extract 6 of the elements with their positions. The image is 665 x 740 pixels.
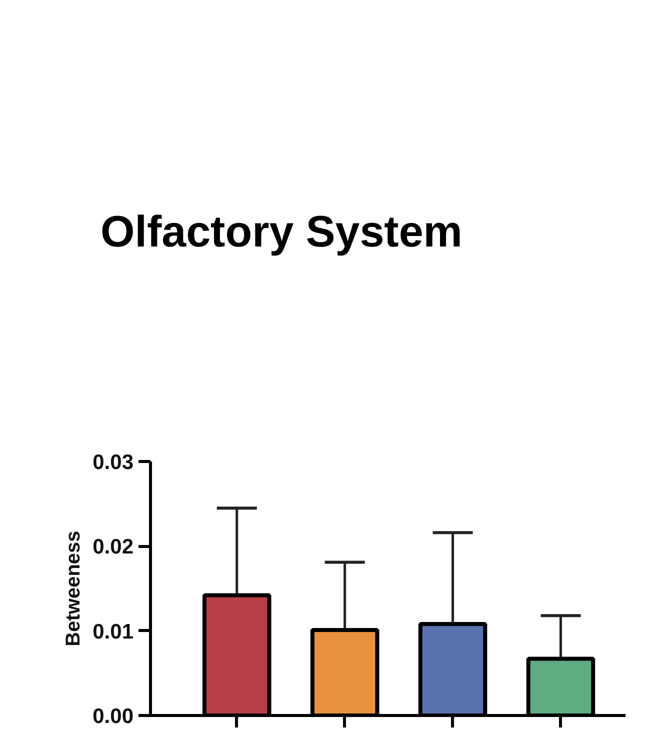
y-axis-title: Betweeness [62,530,85,646]
chart-title: Olfactory System [100,208,462,256]
y-tick-label: 0.01 [92,620,134,644]
y-tick-label: 0.02 [92,536,134,559]
y-tick-label: 0.00 [92,705,134,728]
y-tick-label: 0.03 [92,451,134,474]
